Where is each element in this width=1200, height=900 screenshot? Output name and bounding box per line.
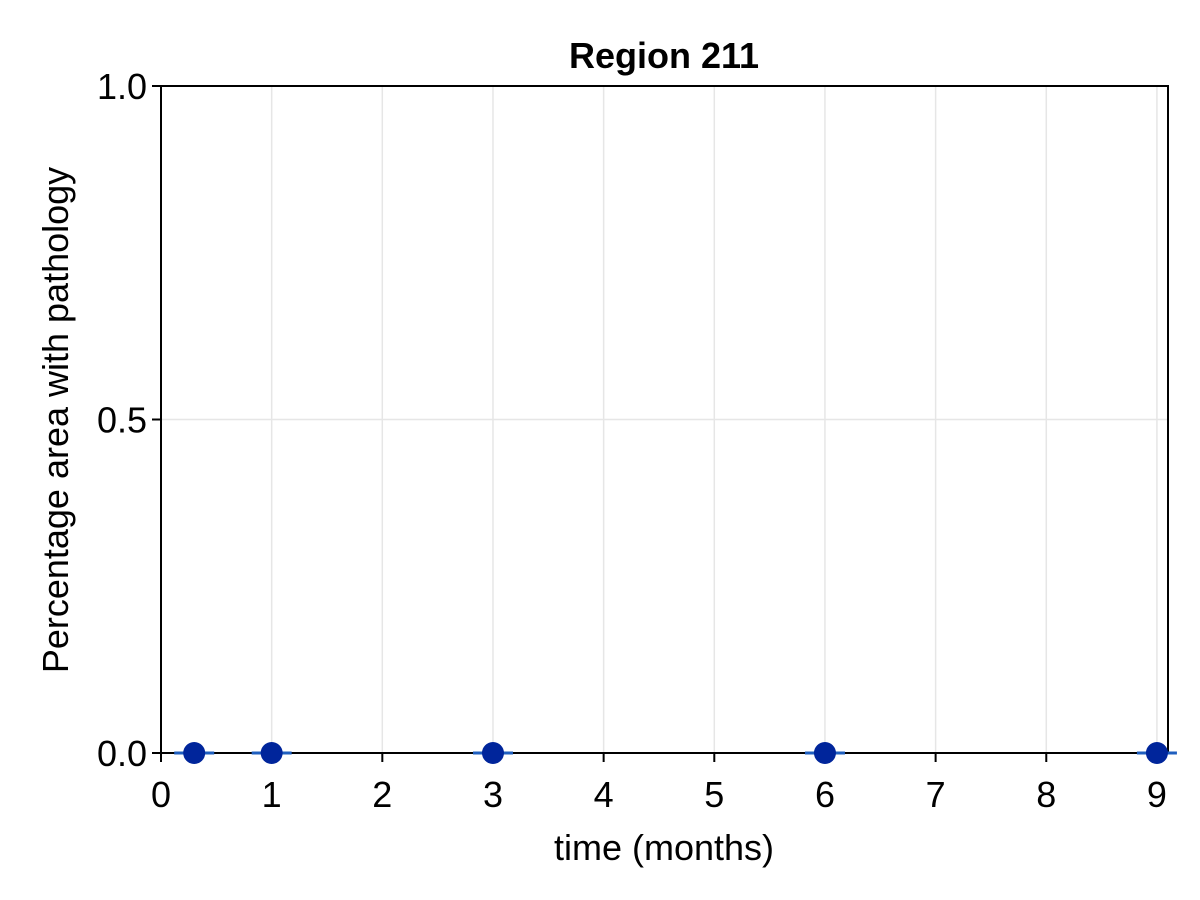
y-tick-label: 0.5	[97, 400, 147, 441]
x-tick-label: 2	[372, 774, 392, 815]
x-tick-label: 8	[1036, 774, 1056, 815]
x-tick-label: 7	[926, 774, 946, 815]
y-axis-label: Percentage area with pathology	[35, 167, 76, 673]
y-tick-label: 0.0	[97, 733, 147, 774]
data-point	[481, 742, 504, 764]
x-tick-label: 1	[262, 774, 282, 815]
data-point	[183, 742, 206, 764]
x-tick-label: 5	[704, 774, 724, 815]
x-tick-label: 9	[1147, 774, 1167, 815]
grid	[160, 85, 1168, 754]
data-point	[813, 742, 836, 764]
chart-title: Region 211	[569, 35, 759, 76]
x-tick-label: 3	[483, 774, 503, 815]
x-tick-label: 0	[151, 774, 171, 815]
x-tick-label: 6	[815, 774, 835, 815]
y-tick-label: 1.0	[97, 66, 147, 107]
x-tick-label: 4	[594, 774, 614, 815]
data-point	[1145, 742, 1168, 764]
data-point	[260, 742, 283, 764]
x-axis-label: time (months)	[554, 827, 774, 868]
data-marks	[174, 742, 1177, 764]
axis-ticks: 0 1 2 3 4 5 6 7 8 9 0.0 0.5 1.0	[97, 66, 1167, 815]
